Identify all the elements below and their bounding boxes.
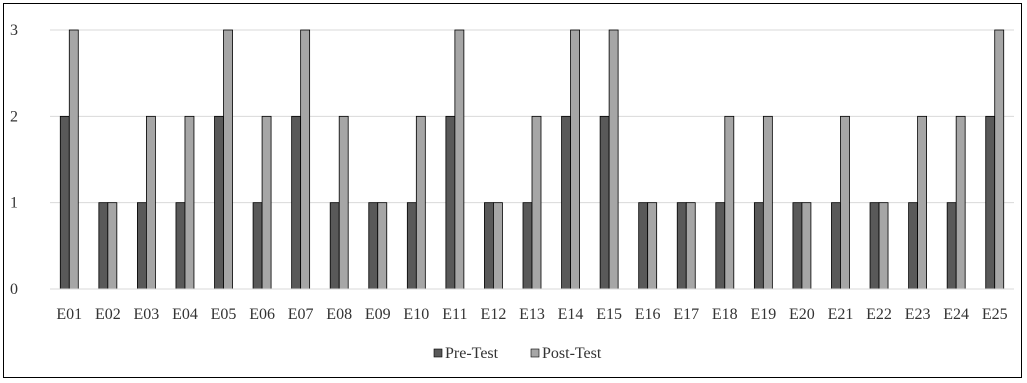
- bar-pre-test: [831, 202, 841, 290]
- x-tick-label: E03: [134, 306, 160, 323]
- legend-swatch: [433, 348, 443, 358]
- bar-pre-test: [59, 115, 70, 290]
- bar-pre-test: [908, 202, 918, 290]
- x-tick-label: E18: [712, 306, 738, 323]
- bar-pre-test: [599, 115, 610, 290]
- x-tick-label: E19: [750, 306, 776, 323]
- bar-pre-test: [715, 202, 726, 290]
- x-tick-label: E21: [828, 306, 854, 323]
- bar-pre-test: [676, 202, 687, 290]
- x-tick-label: E16: [635, 306, 661, 323]
- y-tick-label: 2: [10, 108, 18, 125]
- bar-pre-test: [985, 115, 996, 290]
- bar-post-test: [917, 115, 927, 290]
- bar-post-test: [724, 115, 735, 290]
- bar-post-test: [608, 29, 619, 290]
- bar-post-test: [223, 29, 233, 290]
- bar-post-test: [647, 202, 658, 290]
- bar-post-test: [454, 29, 465, 290]
- x-tick-label: E15: [596, 306, 622, 323]
- bar-post-test: [261, 115, 272, 290]
- x-tick-label: E01: [56, 306, 82, 323]
- x-tick-label: E07: [288, 306, 314, 323]
- x-tick-label: E20: [789, 306, 815, 323]
- chart-frame: [3, 3, 1022, 378]
- bar-pre-test: [136, 202, 147, 290]
- bar-post-test: [570, 29, 580, 290]
- legend-label: Post-Test: [542, 345, 602, 362]
- bar-pre-test: [252, 202, 263, 290]
- bar-pre-test: [98, 202, 109, 290]
- bar-pre-test: [561, 115, 571, 290]
- x-tick-label: E11: [442, 306, 467, 323]
- bar-pre-test: [406, 202, 417, 290]
- bar-post-test: [801, 202, 812, 290]
- x-tick-label: E02: [95, 306, 121, 323]
- bar-post-test: [493, 202, 503, 290]
- x-tick-label: E13: [519, 306, 545, 323]
- x-tick-label: E04: [172, 306, 198, 323]
- bar-post-test: [300, 29, 311, 290]
- bar-pre-test: [368, 202, 379, 290]
- x-tick-label: E06: [249, 306, 275, 323]
- x-tick-label: E23: [905, 306, 931, 323]
- bar-post-test: [145, 115, 156, 290]
- x-tick-label: E09: [365, 306, 391, 323]
- bar-pre-test: [869, 202, 880, 290]
- bar-post-test: [68, 29, 79, 290]
- bar-pre-test: [214, 115, 224, 290]
- bar-post-test: [878, 202, 889, 290]
- bar-post-test: [415, 115, 426, 290]
- bar-post-test: [184, 115, 195, 290]
- bar-pre-test: [638, 202, 649, 290]
- y-tick-label: 3: [10, 22, 18, 39]
- bar-post-test: [531, 115, 542, 290]
- bar-pre-test: [753, 202, 764, 290]
- x-tick-label: E08: [326, 306, 352, 323]
- bar-pre-test: [522, 202, 533, 290]
- bar-pre-test: [445, 115, 456, 290]
- x-tick-label: E22: [866, 306, 892, 323]
- x-tick-label: E10: [403, 306, 429, 323]
- bar-pre-test: [291, 115, 302, 290]
- bar-post-test: [338, 115, 349, 290]
- x-tick-label: E24: [943, 306, 969, 323]
- bar-post-test: [840, 115, 850, 290]
- bar-post-test: [955, 115, 966, 290]
- legend-label: Pre-Test: [445, 345, 499, 362]
- x-tick-label: E17: [673, 306, 699, 323]
- bar-post-test: [107, 202, 118, 290]
- bar-post-test: [994, 29, 1005, 290]
- bar-post-test: [685, 202, 696, 290]
- x-tick-label: E14: [558, 306, 584, 323]
- legend-swatch: [530, 348, 540, 358]
- bar-post-test: [377, 202, 388, 290]
- x-tick-label: E12: [481, 306, 507, 323]
- y-tick-label: 1: [10, 195, 18, 212]
- bar-pre-test: [946, 202, 957, 290]
- x-tick-label: E05: [211, 306, 237, 323]
- bar-pre-test: [484, 202, 494, 290]
- bar-pre-test: [792, 202, 803, 290]
- y-tick-label: 0: [10, 281, 18, 298]
- bar-pre-test: [329, 202, 340, 290]
- x-tick-label: E25: [982, 306, 1008, 323]
- bar-post-test: [762, 115, 773, 290]
- bar-pre-test: [175, 202, 186, 290]
